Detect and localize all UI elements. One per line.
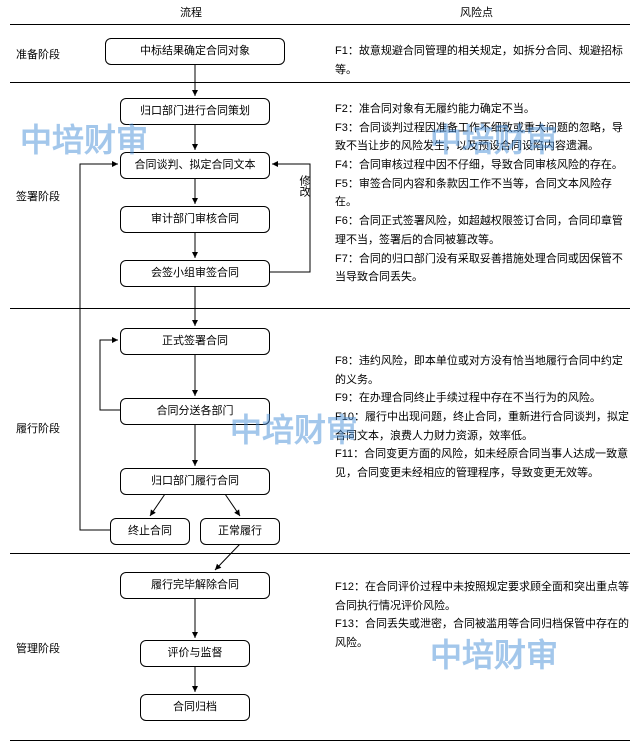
divider <box>10 308 630 309</box>
node-complete: 履行完毕解除合同 <box>120 572 270 599</box>
node-countersign: 会签小组审签合同 <box>120 260 270 287</box>
divider <box>10 24 630 25</box>
node-evaluate: 评价与监督 <box>140 640 250 667</box>
header-row: 流程 风险点 <box>0 4 640 24</box>
page-container: 中培财审 中培财审 中培财审 中培财审 流程 风险点 准备阶段 签署阶段 履行阶… <box>0 0 640 742</box>
stage-label-prepare: 准备阶段 <box>16 46 60 62</box>
risk-text-f1: F1：故意规避合同管理的相关规定，如拆分合同、规避招标等。 <box>335 42 630 79</box>
node-perform: 归口部门履行合同 <box>120 468 270 495</box>
node-audit: 审计部门审核合同 <box>120 206 270 233</box>
node-archive: 合同归档 <box>140 694 250 721</box>
node-planning: 归口部门进行合同策划 <box>120 98 270 125</box>
node-terminate: 终止合同 <box>110 518 190 545</box>
stage-label-perform: 履行阶段 <box>16 420 60 436</box>
node-bid-result: 中标结果确定合同对象 <box>105 38 285 65</box>
modify-label: 修改 <box>296 175 312 197</box>
risk-text-f12-13: F12：在合同评价过程中未按照规定要求顾全面和突出重点等合同执行情况评价风险。 … <box>335 578 630 653</box>
stage-label-sign: 签署阶段 <box>16 188 60 204</box>
node-distribute: 合同分送各部门 <box>120 398 270 425</box>
node-normal: 正常履行 <box>200 518 280 545</box>
risk-text-f8-11: F8：违约风险，即本单位或对方没有恰当地履行合同中约定的义务。 F9：在办理合同… <box>335 352 630 483</box>
stage-label-manage: 管理阶段 <box>16 640 60 656</box>
node-negotiate: 合同谈判、拟定合同文本 <box>120 152 270 179</box>
header-risk: 风险点 <box>460 4 493 20</box>
header-process: 流程 <box>180 4 202 20</box>
risk-text-f2-7: F2：准合同对象有无履约能力确定不当。 F3：合同谈判过程因准备工作不细致或重大… <box>335 100 630 287</box>
divider <box>10 82 630 83</box>
node-formal-sign: 正式签署合同 <box>120 328 270 355</box>
divider <box>10 553 630 554</box>
divider <box>10 740 630 741</box>
